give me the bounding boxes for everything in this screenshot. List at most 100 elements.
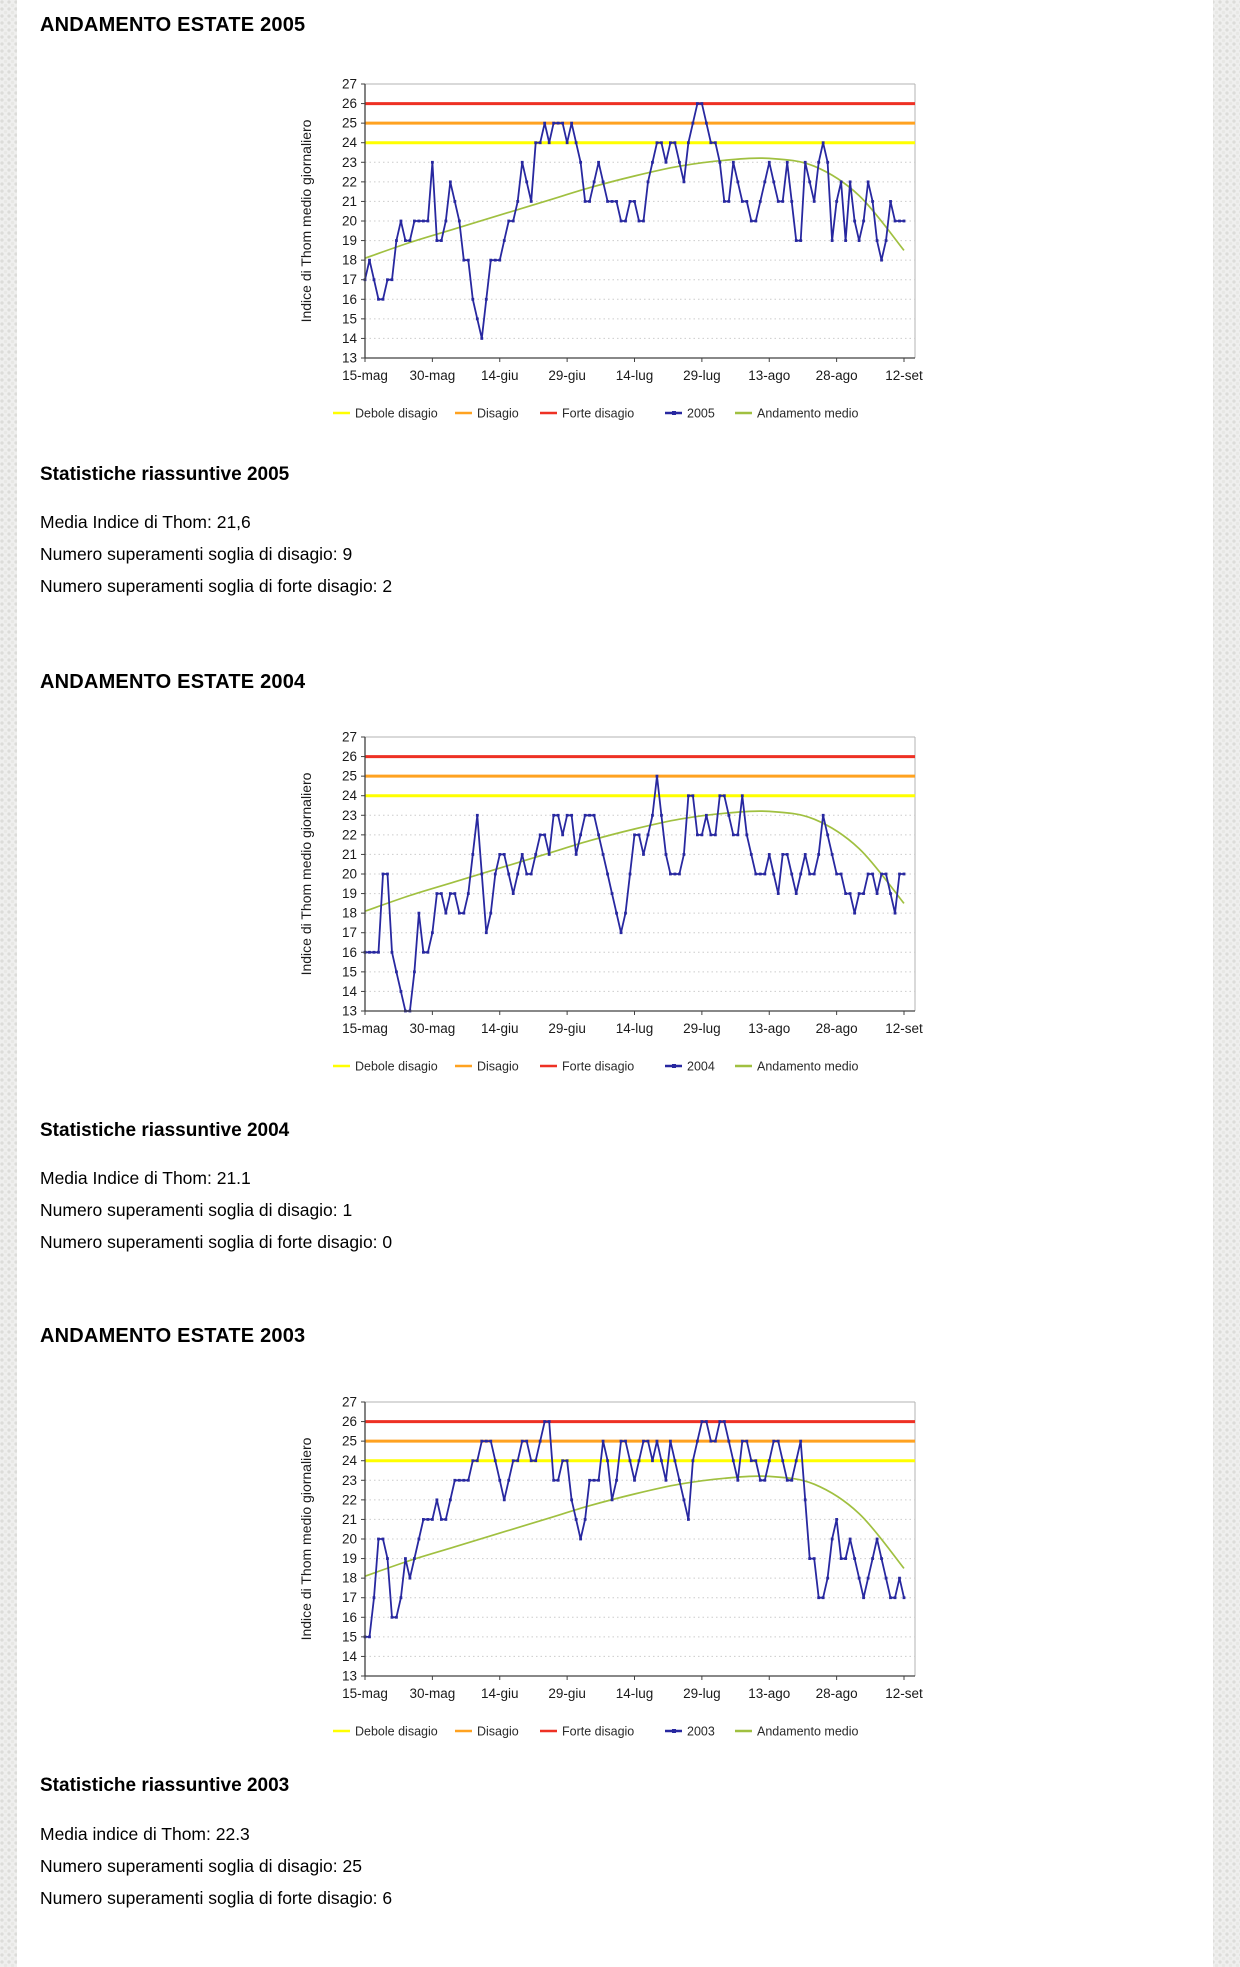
series-marker [511, 219, 515, 223]
stat-media-2004: Media Indice di Thom: 21.1 [40, 1168, 251, 1188]
y-tick-label: 17 [342, 1590, 357, 1605]
series-marker [691, 794, 695, 798]
series-marker [848, 1537, 852, 1541]
series-marker [790, 872, 794, 876]
series-marker [880, 1557, 883, 1560]
series-marker [727, 813, 731, 817]
series-marker [417, 911, 421, 915]
series-marker [902, 219, 906, 223]
series-marker [628, 200, 632, 203]
series-marker [525, 180, 529, 184]
series-line-2004 [365, 775, 904, 1012]
series-marker [718, 794, 722, 798]
series-marker [682, 180, 686, 184]
series-marker [466, 1478, 470, 1482]
series-marker [812, 872, 816, 876]
series-marker [862, 1596, 865, 1600]
series-marker [772, 872, 776, 876]
x-tick-label: 28-ago [816, 1686, 858, 1701]
series-marker [381, 872, 385, 876]
trend-curve [364, 810, 905, 913]
series-marker [642, 219, 645, 223]
series-marker [875, 892, 879, 895]
series-marker [642, 1439, 645, 1443]
series-marker [709, 1439, 713, 1443]
series-marker [462, 258, 466, 262]
y-tick-label: 19 [342, 233, 357, 248]
series-marker [740, 1439, 744, 1443]
series-marker [871, 872, 874, 876]
y-tick-label: 24 [342, 135, 358, 150]
series-marker [426, 219, 430, 223]
series-marker [898, 219, 901, 223]
series-marker [866, 872, 870, 876]
series-marker [421, 219, 425, 223]
y-tick-label: 16 [342, 1610, 357, 1625]
x-tick-label: 13-ago [748, 368, 790, 383]
y-tick-label: 23 [342, 808, 357, 823]
series-marker [610, 1498, 614, 1502]
series-marker [709, 833, 713, 837]
series-marker [525, 872, 529, 876]
series-marker [776, 892, 780, 895]
series-marker [565, 141, 569, 145]
legend-label: Forte disagio [562, 1060, 634, 1074]
series-marker [453, 892, 457, 895]
series-marker [552, 121, 556, 125]
series-marker [803, 160, 807, 164]
series-marker [439, 1518, 443, 1521]
series-marker [624, 219, 627, 223]
series-marker [848, 180, 852, 184]
series-marker [637, 219, 641, 223]
series-marker [624, 1439, 627, 1443]
series-marker [475, 1459, 479, 1463]
series-marker [592, 1478, 596, 1482]
series-marker [669, 872, 672, 876]
series-line-2003 [365, 1420, 905, 1638]
series-marker [740, 200, 744, 203]
stat-forte-disagio-2005: Numero superamenti soglia di forte disag… [40, 576, 393, 596]
series-marker [507, 219, 511, 223]
series-marker [817, 1596, 821, 1600]
series-marker [772, 1439, 776, 1443]
series-marker [727, 200, 731, 203]
series-marker [754, 872, 758, 876]
series-marker [673, 141, 677, 145]
series-marker [794, 239, 798, 242]
series-marker [543, 833, 547, 837]
series-marker [691, 121, 695, 125]
series-marker [664, 1478, 668, 1482]
series-marker [466, 892, 470, 895]
x-tick-label: 29-lug [683, 1021, 721, 1036]
series-marker [826, 833, 830, 837]
series-marker [637, 1459, 641, 1463]
series-marker [583, 200, 587, 203]
series-marker [574, 853, 578, 856]
y-axis-title: Indice di Thom medio giornaliero [298, 772, 314, 975]
series-marker [448, 892, 452, 895]
series-marker [430, 160, 434, 164]
series-marker [803, 1498, 807, 1502]
y-tick-label: 27 [342, 1395, 357, 1410]
series-marker [556, 121, 560, 125]
series-marker [565, 1459, 569, 1463]
y-tick-label: 16 [342, 945, 357, 960]
series-marker [745, 1439, 749, 1443]
series-marker [395, 970, 398, 974]
y-tick-label: 16 [342, 292, 357, 307]
series-marker [448, 1498, 452, 1502]
series-marker [628, 1459, 632, 1463]
series-marker [893, 219, 897, 223]
y-tick-label: 18 [342, 1571, 357, 1586]
series-marker [709, 141, 713, 145]
legend-label: Disagio [477, 407, 519, 421]
stat-disagio-2003: Numero superamenti soglia di disagio: 25 [40, 1856, 362, 1876]
series-marker [713, 1439, 717, 1443]
series-marker [749, 1459, 753, 1463]
x-tick-label: 15-mag [342, 1021, 388, 1036]
y-tick-label: 20 [342, 867, 357, 882]
x-tick-label: 28-ago [816, 368, 858, 383]
series-marker [516, 872, 520, 876]
series-marker [655, 774, 659, 778]
trend-curve [364, 157, 905, 260]
